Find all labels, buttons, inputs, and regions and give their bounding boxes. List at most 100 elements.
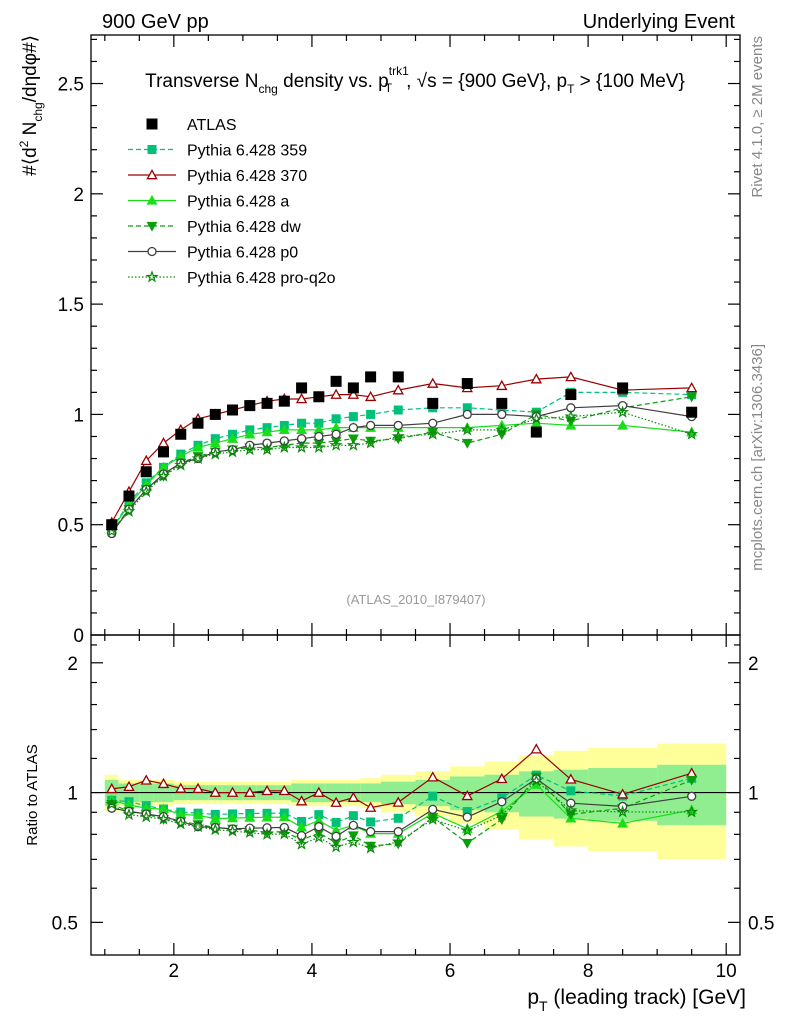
ratio-point: [685, 805, 699, 818]
ratio-plot-marks: [105, 743, 699, 854]
ratio-point: [174, 817, 188, 830]
y-tick-label-zero: 0: [73, 626, 84, 647]
ratio-point: [564, 803, 578, 817]
ratio-point: [495, 808, 509, 821]
data-point: [314, 431, 324, 442]
data-point: [346, 438, 360, 451]
data-point: [191, 451, 205, 465]
data-point: [313, 391, 325, 403]
legend-item: Pythia 6.428 359: [128, 143, 307, 160]
data-point: [140, 466, 152, 478]
x-tick-label: 8: [583, 961, 594, 982]
data-point: [260, 442, 274, 456]
legend-label: ATLAS: [187, 117, 237, 134]
legend-label: Pythia 6.428 a: [187, 194, 289, 211]
y-tick-label: 2.5: [58, 75, 84, 96]
ratio-y-axis-label: Ratio to ATLAS: [24, 744, 41, 845]
ratio-point: [227, 812, 238, 823]
ratio-point: [191, 819, 205, 833]
ratio-point: [106, 782, 118, 794]
series-atlas: [106, 371, 698, 531]
series-line: [111, 411, 692, 532]
data-point: [329, 438, 343, 451]
ratio-point: [278, 811, 290, 822]
ratio-point: [461, 839, 473, 849]
ratio-point: [617, 817, 629, 828]
ratio-point: [329, 840, 343, 853]
ratio-point: [244, 811, 256, 822]
ratio-point: [428, 804, 438, 815]
x-axis-label: pT (leading track) [GeV]: [527, 986, 746, 1014]
ratio-series-pythia-6-428-p0: [107, 774, 697, 842]
ratio-point: [348, 811, 358, 821]
ratio-point: [530, 743, 543, 754]
ratio-point: [392, 796, 404, 807]
legend-marker: [146, 118, 158, 130]
data-point: [192, 441, 204, 452]
data-point: [365, 420, 376, 431]
ratio-point: [687, 791, 697, 801]
data-point: [106, 519, 118, 531]
y-tick-label: 1.5: [58, 295, 84, 316]
ratio-point: [346, 835, 360, 848]
data-point: [295, 393, 308, 404]
ratio-point: [122, 807, 136, 821]
data-point: [617, 419, 629, 430]
legend-item: Pythia 6.428 a: [128, 194, 289, 211]
ratio-point: [364, 801, 377, 812]
ratio-point: [175, 782, 187, 793]
ratio-y-tick-label: 1: [67, 784, 78, 805]
data-point: [616, 405, 630, 418]
data-point: [330, 375, 342, 387]
y-tick-label: 2: [73, 185, 84, 206]
ratio-point: [348, 820, 359, 831]
data-point: [348, 412, 358, 422]
data-point: [364, 390, 377, 402]
legend-marker: [146, 169, 158, 180]
data-point: [462, 409, 472, 420]
ratio-point: [208, 822, 222, 836]
data-point: [392, 371, 404, 383]
data-point: [208, 447, 222, 460]
x-tick-label: 6: [445, 961, 456, 982]
legend-item: Pythia 6.428 pro-q2o: [128, 270, 336, 287]
data-point: [122, 504, 136, 517]
ratio-point: [156, 812, 170, 825]
ratio-y-tick-label: 0.5: [52, 913, 78, 934]
data-point: [685, 382, 698, 393]
data-point: [564, 409, 578, 423]
ratio-point: [243, 825, 257, 839]
legend-label: Pythia 6.428 dw: [187, 219, 301, 236]
data-point: [261, 397, 273, 409]
data-point: [296, 382, 308, 394]
ratio-point: [364, 841, 378, 854]
ratio-y-tick-label-right: 2: [748, 654, 759, 675]
data-point: [227, 433, 238, 443]
data-point: [565, 370, 577, 382]
header-left: 900 GeV pp: [102, 11, 209, 33]
data-point: [243, 442, 257, 456]
ratio-point: [393, 813, 403, 823]
ratio-line: [111, 779, 692, 849]
ratio-point: [157, 777, 170, 789]
legend-marker: [147, 246, 157, 257]
data-point: [312, 440, 326, 453]
ratio-point: [139, 810, 153, 823]
data-point: [347, 388, 360, 399]
data-point: [347, 382, 359, 394]
ratio-point: [391, 834, 405, 848]
ratio-point: [426, 812, 440, 825]
ratio-point: [461, 789, 473, 801]
main-plot-marks: [105, 370, 699, 539]
data-point: [460, 423, 474, 436]
data-point: [685, 427, 699, 440]
data-point: [244, 400, 256, 412]
data-point: [427, 377, 439, 388]
data-point: [157, 446, 169, 458]
data-point: [496, 397, 508, 409]
ratio-point: [244, 786, 256, 797]
x-tick-label: 2: [169, 961, 180, 982]
legend-label: Pythia 6.428 pro-q2o: [187, 270, 336, 287]
ratio-point: [331, 831, 341, 842]
ratio-axes: 2 4 6 8 10 0.5 0.5 1 1 2 2: [52, 635, 774, 982]
